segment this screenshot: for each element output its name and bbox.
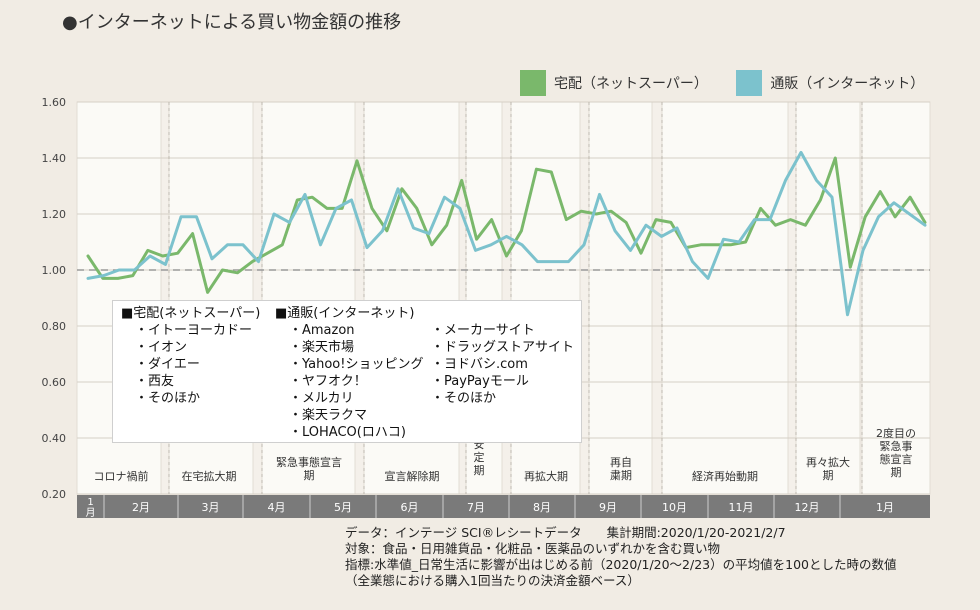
month-label: 4月 [268, 501, 286, 514]
period-label: 粛期 [610, 469, 632, 482]
legend-item-online: 通販（インターネット） [736, 70, 924, 96]
period-label: 期 [823, 469, 834, 482]
retailer-item: ・ダイエー [135, 357, 200, 372]
month-label: 7月 [467, 501, 485, 514]
series-line-delivery [86, 156, 927, 294]
retailer-item: ・楽天ラクマ [289, 408, 368, 423]
period-panel [588, 101, 653, 495]
retailer-legend-box: ■宅配(ネットスーパー) ・イトーヨーカドー ・イオン ・ダイエー ・西友 ・そ… [112, 300, 582, 443]
legend-swatch-online [736, 70, 763, 96]
retailer-item: ・LOHACO(ロハコ) [289, 425, 406, 440]
retailer-item: ・ヨドバシ.com [431, 357, 528, 372]
retailer-item: ・ヤフオク！ [289, 374, 367, 389]
period-label: 緊急事 [880, 439, 913, 453]
period-label: 宣言解除期 [385, 469, 440, 483]
period-label: 2度目の [876, 426, 916, 440]
retailer-item: ・Amazon [289, 323, 355, 338]
legend-label-online: 通販（インターネット） [770, 76, 925, 92]
y-tick-label: 0.40 [42, 432, 67, 445]
legend: 宅配（ネットスーパー） 通販（インターネット） [520, 70, 948, 100]
retailer-column-online-2: ・メーカーサイト ・ドラッグストアサイト ・ヨドバシ.com ・PayPayモー… [431, 322, 574, 407]
legend-item-delivery: 宅配（ネットスーパー） [520, 70, 708, 96]
y-tick-label: 1.20 [42, 208, 67, 221]
month-label: 1 [87, 497, 93, 508]
series-line-online [86, 150, 927, 317]
footnote-source: データ：インテージ SCI®レシートデータ 集計期間:2020/1/20-202… [345, 525, 786, 540]
chart-title: ●インターネットによる買い物金額の推移 [62, 12, 402, 33]
retailer-heading-delivery: ■宅配(ネットスーパー) [121, 306, 261, 321]
retailer-item: ・そのほか [135, 391, 201, 406]
retailer-item: ・そのほか [431, 391, 497, 406]
retailer-item: ・メーカーサイト [431, 323, 535, 338]
month-label: 5月 [334, 501, 352, 514]
month-label: 6月 [401, 501, 419, 514]
retailer-item: ・PayPayモール [431, 374, 529, 389]
period-label: 期 [891, 466, 902, 479]
y-tick-label: 1.00 [42, 264, 67, 277]
footnote-basis: （全業態における購入1回当たりの決済金額ベース） [345, 573, 640, 588]
month-band [77, 495, 930, 518]
retailer-column-delivery: ■宅配(ネットスーパー) ・イトーヨーカドー ・イオン ・ダイエー ・西友 ・そ… [121, 305, 260, 407]
period-label: 期 [474, 464, 485, 477]
month-label: 11月 [729, 501, 754, 514]
legend-label-delivery: 宅配（ネットスーパー） [554, 76, 708, 92]
month-label: 8月 [533, 501, 551, 514]
month-label: 12月 [795, 501, 820, 514]
period-label: 再拡大期 [524, 469, 568, 483]
chart-footnote: データ：インテージ SCI®レシートデータ 集計期間:2020/1/20-202… [345, 525, 897, 589]
period-label: 態宣言 [880, 452, 913, 466]
retailer-heading-online: ■通販(インターネット) [275, 306, 415, 321]
period-panel [661, 101, 789, 495]
footnote-target: 対象：食品・日用雑貨品・化粧品・医薬品のいずれかを含む買い物 [345, 541, 721, 556]
period-label: 定 [474, 450, 485, 464]
period-panel [861, 101, 931, 495]
retailer-item: ・イトーヨーカドー [135, 323, 253, 338]
retailer-item: ・楽天市場 [289, 340, 355, 355]
period-label: 経済再始動期 [692, 469, 758, 483]
y-tick-label: 0.60 [42, 376, 67, 389]
period-label: 在宅拡大期 [182, 469, 237, 483]
month-label: 9月 [599, 501, 617, 514]
y-tick-label: 0.80 [42, 320, 67, 333]
month-label: 1月 [876, 501, 894, 514]
legend-swatch-delivery [520, 70, 546, 96]
y-tick-label: 1.40 [42, 152, 67, 165]
period-label: 安 [474, 437, 485, 451]
retailer-item: ・ドラッグストアサイト [431, 340, 575, 355]
retailer-column-online: ■通販(インターネット) ・Amazon ・楽天市場 ・Yahoo!ショッピング… [275, 305, 423, 441]
month-label: 2月 [132, 501, 150, 514]
period-label: 緊急事態宣言 [276, 455, 342, 469]
retailer-item: ・メルカリ [289, 391, 354, 406]
y-tick-label: 0.20 [42, 488, 67, 501]
period-label: 再々拡大 [806, 455, 850, 469]
retailer-item: ・西友 [135, 374, 175, 389]
month-label: 10月 [662, 501, 687, 514]
month-label: 3月 [202, 501, 220, 514]
period-panel [795, 101, 861, 495]
month-label: 月 [86, 507, 96, 519]
retailer-item: ・イオン [135, 340, 188, 355]
period-label: 期 [304, 469, 315, 482]
retailer-item: ・Yahoo!ショッピング [289, 357, 424, 372]
period-label: コロナ禍前 [94, 469, 149, 483]
y-tick-label: 1.60 [42, 96, 67, 109]
footnote-index: 指標:水準値_日常生活に影響が出はじめる前（2020/1/20～2/23）の平均… [345, 557, 897, 572]
period-label: 再自 [610, 456, 632, 469]
